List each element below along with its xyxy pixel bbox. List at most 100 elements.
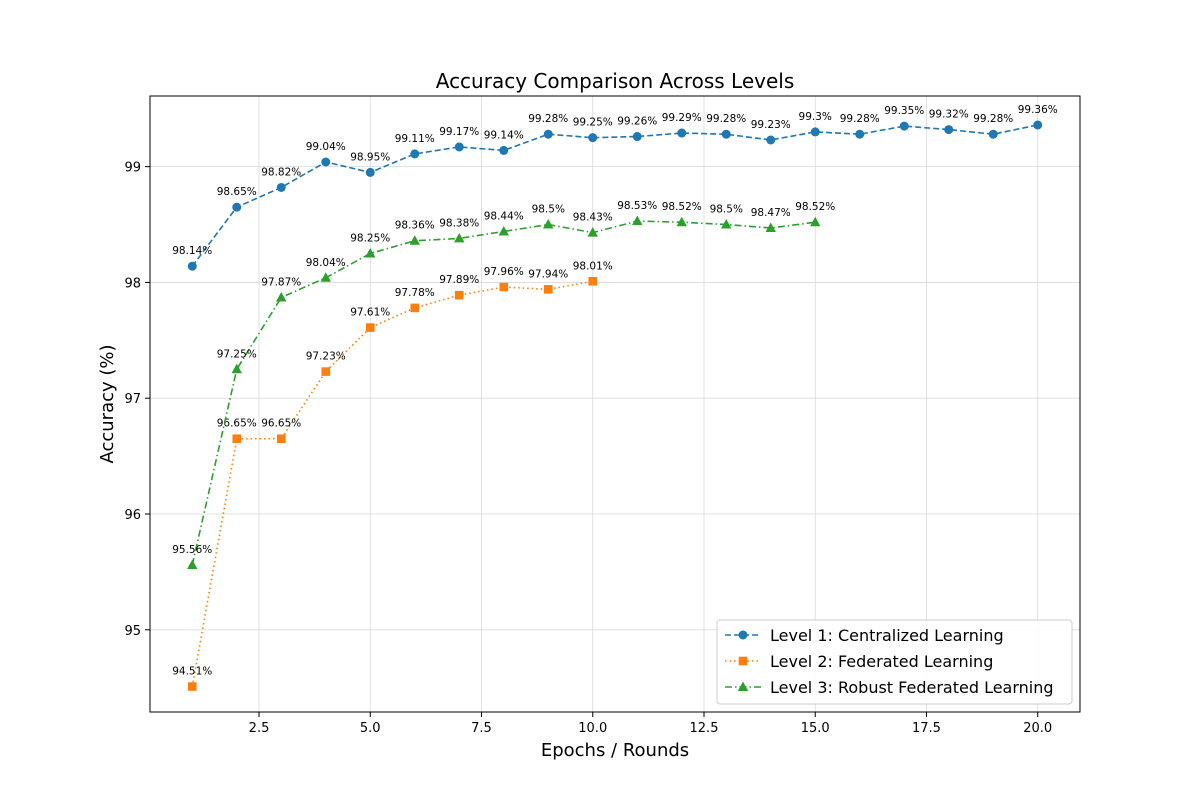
data-point — [588, 133, 598, 143]
data-label: 99.23% — [751, 119, 791, 131]
data-label: 98.36% — [395, 220, 435, 232]
data-label: 98.53% — [617, 200, 657, 212]
x-tick-label: 2.5 — [249, 721, 270, 736]
data-label: 99.28% — [528, 113, 568, 125]
series-1: 98.14% 98.65% 98.82% 99.04% 98.95% 99.11% 99.1… — [172, 104, 1058, 271]
data-point — [543, 129, 553, 139]
data-label: 97.25% — [217, 348, 257, 360]
series-layer: 98.14% 98.65% 98.82% 99.04% 98.95% 99.11% 99.1… — [172, 104, 1058, 691]
series-2: 94.51% 96.65% 96.65% 97.23% 97.61% 97.78% 97.8… — [172, 260, 613, 691]
data-point — [810, 216, 821, 227]
x-tick-label: 10.0 — [578, 721, 607, 736]
x-tick-label: 12.5 — [690, 721, 719, 736]
data-point — [454, 142, 464, 152]
y-axis: 95 96 97 98 99 — [124, 161, 150, 639]
data-label: 99.32% — [929, 109, 969, 121]
data-point — [187, 559, 198, 569]
data-point — [499, 145, 509, 155]
data-point — [409, 235, 420, 245]
data-point — [721, 129, 731, 139]
data-label: 99.28% — [840, 113, 880, 125]
series-line — [191, 220, 816, 566]
x-axis: 2.5 5.0 7.5 10.0 12.5 15.0 17.5 20.0 — [249, 712, 1052, 736]
data-label: 99.25% — [573, 117, 613, 129]
data-point — [988, 129, 998, 139]
data-label: 97.94% — [528, 268, 568, 280]
data-point — [543, 219, 554, 229]
data-label: 98.38% — [439, 217, 479, 229]
data-point — [766, 135, 776, 145]
data-point — [410, 149, 420, 159]
data-point — [232, 434, 242, 444]
data-label: 98.01% — [573, 260, 613, 272]
plot-frame — [149, 95, 1081, 713]
data-point — [543, 285, 553, 294]
data-label: 94.51% — [172, 666, 212, 678]
data-point — [944, 125, 954, 135]
data-label: 99.26% — [617, 116, 657, 128]
x-tick-label: 17.5 — [912, 721, 941, 736]
x-tick-label: 7.5 — [471, 721, 492, 736]
data-point — [677, 128, 687, 138]
legend-marker — [737, 681, 749, 691]
data-point — [676, 216, 687, 227]
data-point — [632, 132, 642, 142]
data-point — [855, 129, 865, 139]
data-label: 99.35% — [884, 105, 924, 117]
data-point — [498, 225, 509, 236]
data-point — [231, 363, 242, 374]
y-tick-label: 95 — [124, 624, 141, 639]
data-point — [810, 127, 820, 137]
data-label: 98.5% — [710, 204, 743, 216]
data-point — [320, 272, 331, 282]
data-label: 97.78% — [395, 287, 435, 299]
data-label: 98.04% — [306, 257, 346, 269]
data-label: 97.89% — [439, 274, 479, 286]
data-label: 97.61% — [350, 307, 390, 319]
series-3: 95.56% 97.25% 97.87% 98.04% 98.25% 98.36% 98.3… — [172, 200, 835, 569]
data-label: 99.36% — [1018, 104, 1058, 116]
x-axis-label: Epochs / Rounds — [541, 740, 689, 761]
data-label: 98.43% — [573, 212, 613, 224]
data-label: 99.04% — [306, 141, 346, 153]
data-label: 99.3% — [799, 111, 832, 123]
data-point — [765, 222, 776, 232]
data-point — [365, 167, 375, 177]
data-point — [276, 182, 286, 192]
data-point — [588, 276, 598, 286]
x-tick-label: 15.0 — [801, 721, 830, 736]
data-point — [276, 434, 286, 444]
y-tick-label: 97 — [124, 392, 141, 407]
data-point — [365, 247, 376, 258]
data-point — [187, 682, 197, 691]
data-point — [187, 261, 197, 271]
data-label: 98.95% — [350, 151, 390, 163]
data-label: 96.65% — [217, 418, 257, 430]
legend-label: Level 2: Federated Learning — [770, 652, 993, 671]
legend-label: Level 1: Centralized Learning — [770, 626, 1004, 645]
data-label: 98.52% — [795, 201, 835, 213]
legend-marker — [738, 630, 748, 640]
data-point — [321, 157, 331, 167]
data-label: 95.56% — [172, 544, 212, 556]
y-axis-label: Accuracy (%) — [97, 344, 118, 463]
data-label: 96.65% — [261, 418, 301, 430]
data-point — [321, 367, 331, 376]
data-label: 99.11% — [395, 133, 435, 145]
y-tick-label: 99 — [124, 161, 141, 176]
data-point — [276, 291, 287, 302]
series-line — [191, 124, 1038, 267]
data-point — [454, 232, 465, 243]
data-label: 98.14% — [172, 245, 212, 257]
data-point — [632, 215, 643, 226]
x-tick-label: 5.0 — [360, 721, 381, 736]
data-label: 98.44% — [484, 210, 524, 222]
data-point — [454, 290, 464, 300]
data-label: 99.29% — [662, 112, 702, 124]
y-tick-label: 96 — [124, 508, 141, 523]
data-point — [232, 202, 242, 212]
data-point — [899, 121, 909, 131]
legend: Level 1: Centralized Learning Level 2: Fe… — [716, 619, 1073, 705]
legend-label: Level 3: Robust Federated Learning — [770, 678, 1054, 697]
